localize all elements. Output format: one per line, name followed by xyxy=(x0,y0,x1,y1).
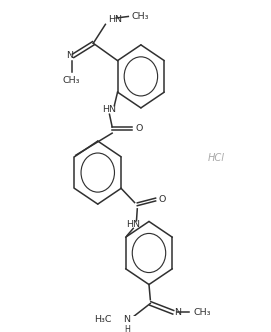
Text: CH₃: CH₃ xyxy=(193,308,211,317)
Text: N: N xyxy=(175,308,182,317)
Text: HCl: HCl xyxy=(208,153,225,163)
Text: CH₃: CH₃ xyxy=(131,12,149,21)
Text: H₃C: H₃C xyxy=(94,315,111,324)
Text: HN: HN xyxy=(102,105,117,114)
Text: O: O xyxy=(135,124,143,133)
Text: H: H xyxy=(124,325,130,332)
Text: O: O xyxy=(159,195,166,204)
Text: HN: HN xyxy=(108,15,122,24)
Text: CH₃: CH₃ xyxy=(63,76,80,85)
Text: N: N xyxy=(66,51,73,60)
Text: N: N xyxy=(123,315,130,324)
Text: HN: HN xyxy=(126,220,140,229)
